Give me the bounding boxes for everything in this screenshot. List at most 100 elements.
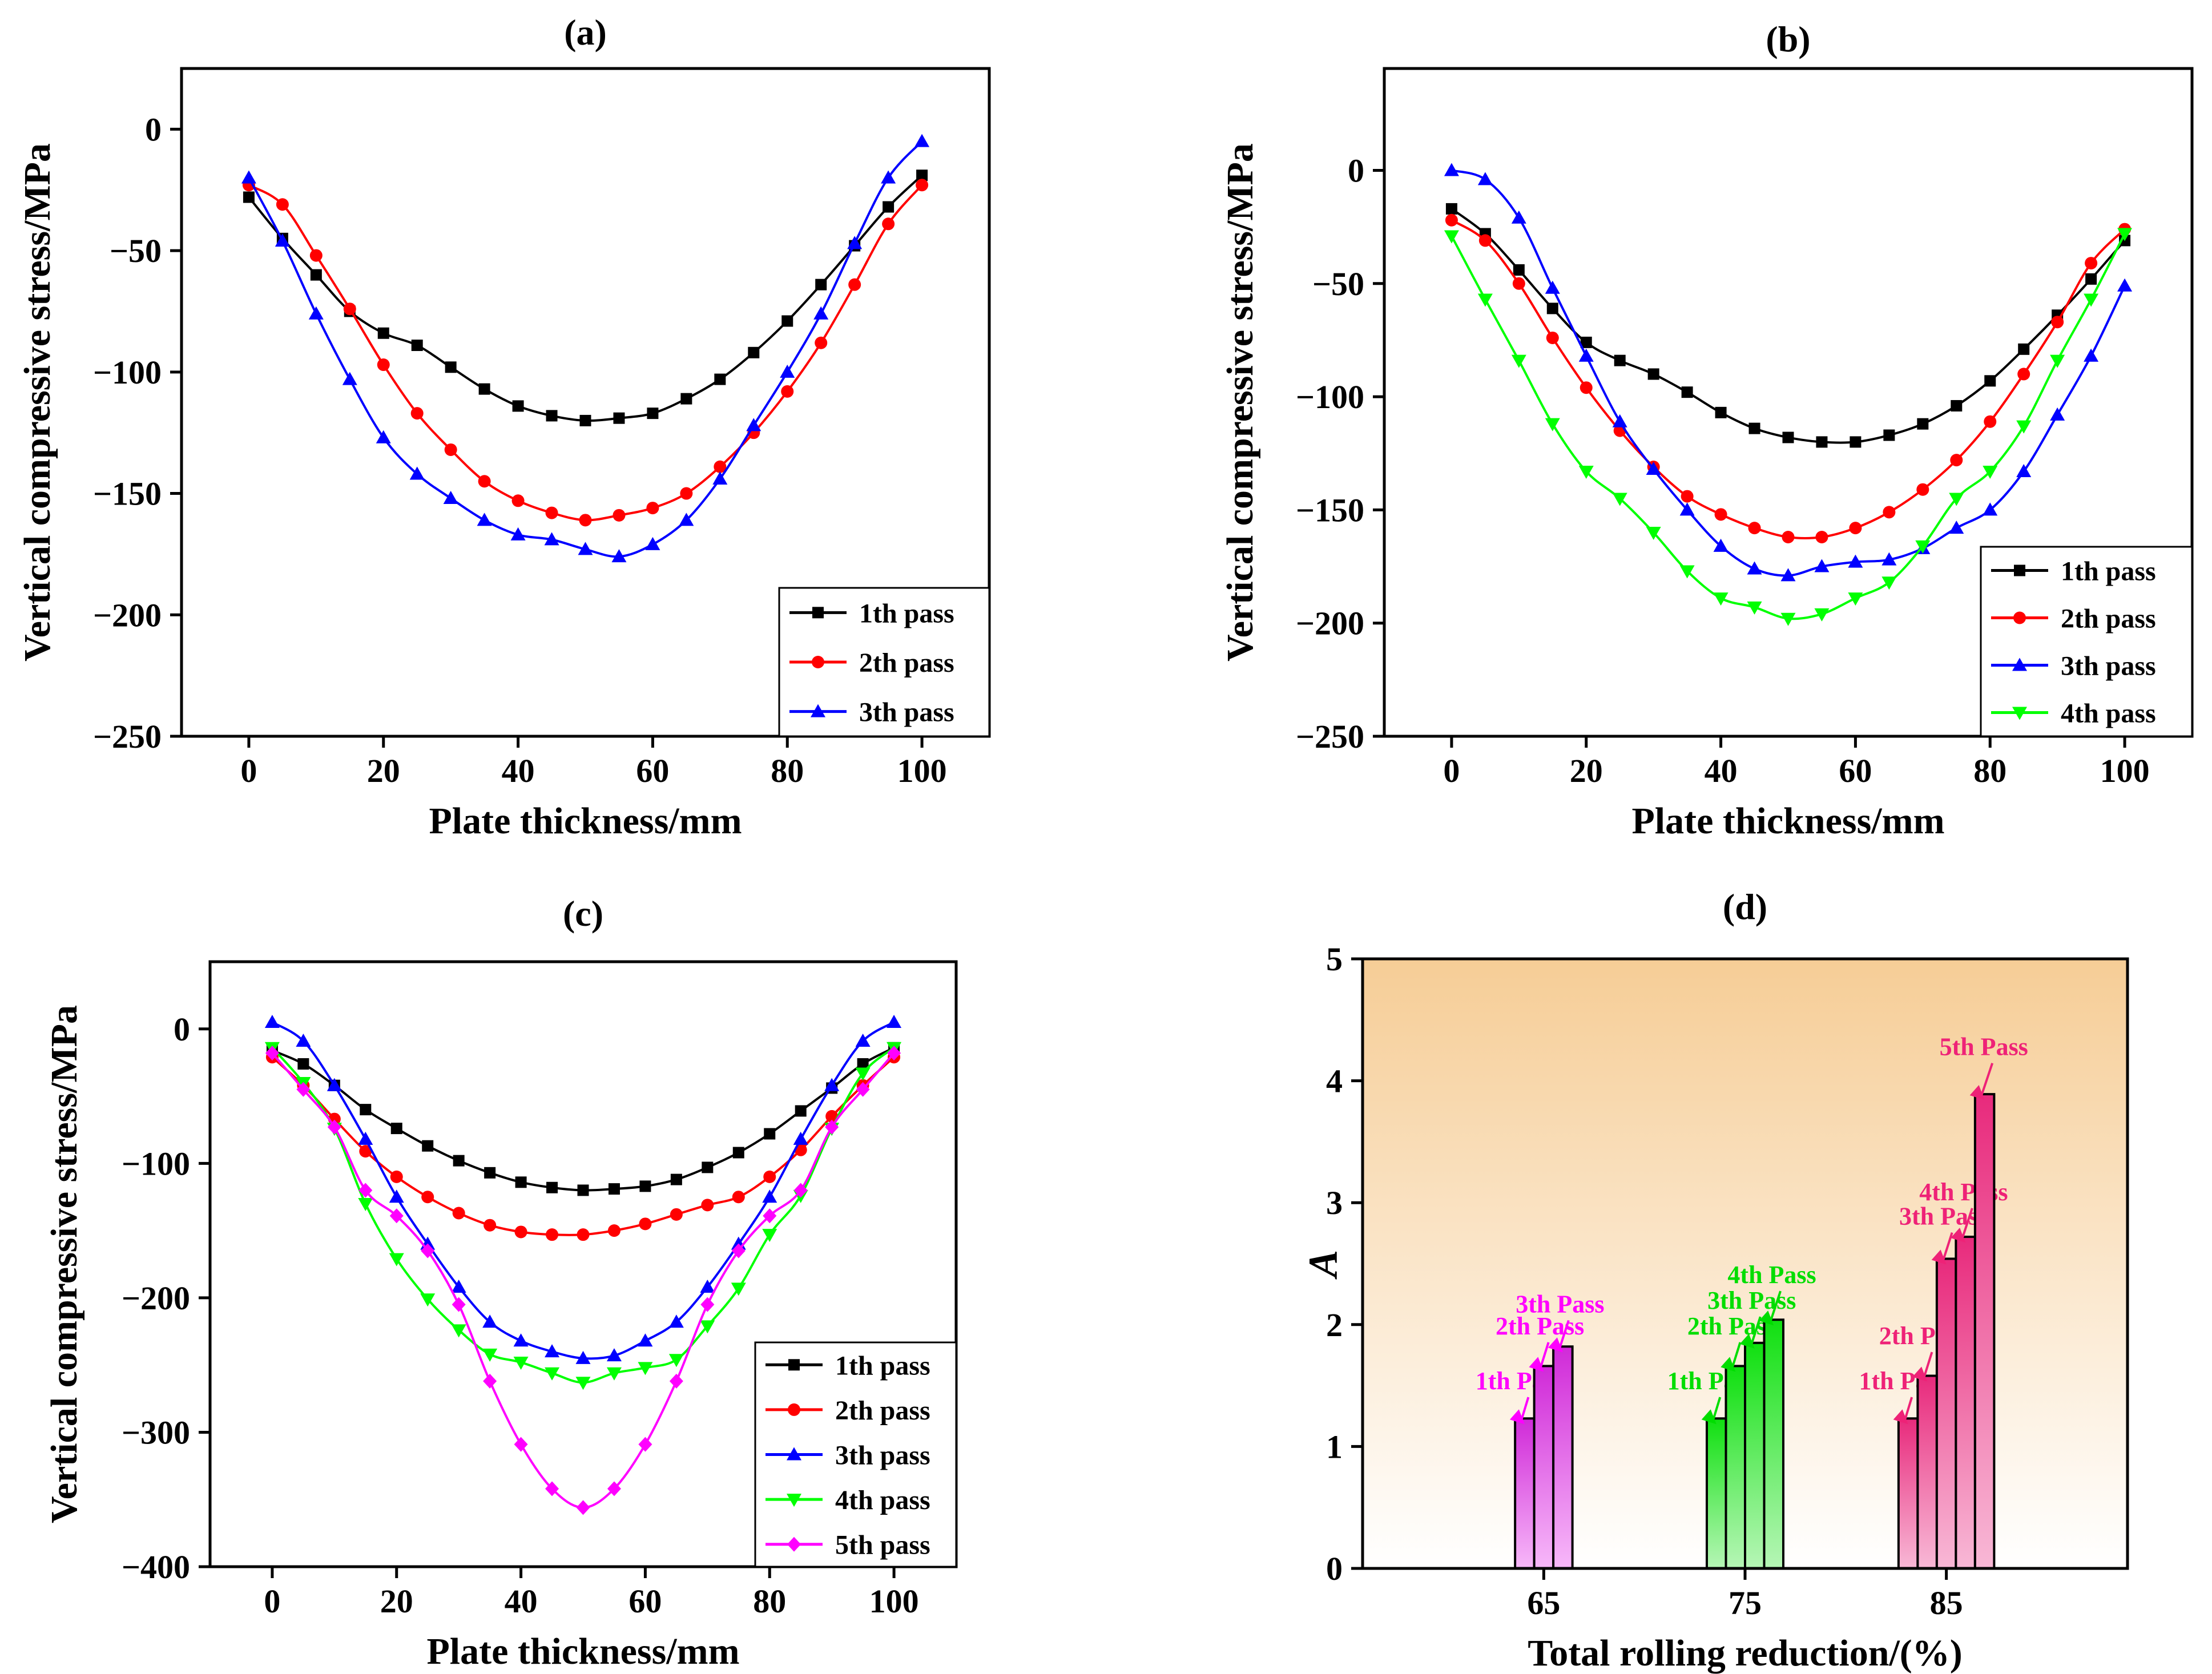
- legend-label: 2th pass: [2061, 604, 2156, 634]
- bar: [1935, 1257, 1957, 1570]
- data-point: [881, 170, 896, 184]
- data-point: [1883, 506, 1896, 519]
- x-tick-label: 75: [1728, 1584, 1762, 1621]
- data-point: [732, 1191, 745, 1204]
- data-point: [327, 1119, 341, 1135]
- data-point: [1713, 538, 1728, 552]
- x-axis-title: Plate thickness/mm: [1631, 800, 1944, 842]
- data-point: [639, 1217, 652, 1231]
- data-point: [2016, 420, 2032, 434]
- data-point: [296, 1033, 311, 1047]
- data-point: [856, 1082, 870, 1097]
- data-point: [1679, 502, 1695, 516]
- data-point: [1916, 483, 1929, 496]
- data-point: [545, 1344, 560, 1358]
- data-point: [1983, 502, 1998, 516]
- y-tick-label: −50: [110, 232, 162, 269]
- data-point: [409, 466, 425, 480]
- annotation-arrow: [1941, 1232, 1953, 1262]
- data-point: [342, 372, 357, 385]
- data-point: [606, 1348, 622, 1362]
- legend-label: 2th pass: [835, 1395, 930, 1426]
- data-point: [452, 1297, 466, 1312]
- data-point: [1850, 436, 1862, 448]
- series-1: [243, 170, 928, 426]
- data-point: [1578, 465, 1594, 479]
- legend-swatch-marker: [812, 656, 824, 668]
- data-point: [825, 1119, 839, 1135]
- data-point: [1478, 234, 1492, 247]
- legend-label: 4th pass: [2061, 699, 2156, 729]
- annotation-arrowhead: [1759, 1310, 1774, 1326]
- data-point: [482, 1348, 498, 1362]
- data-point: [546, 1181, 558, 1193]
- x-tick-label: 0: [1443, 752, 1460, 789]
- data-point: [647, 408, 659, 419]
- data-point: [1949, 493, 1964, 506]
- data-point: [1511, 210, 1526, 224]
- legend: 1th pass 2th pass 3th pass: [778, 587, 990, 737]
- data-point: [1848, 554, 1863, 568]
- data-point: [1782, 530, 1795, 543]
- data-point: [1815, 530, 1828, 543]
- data-point: [645, 537, 660, 550]
- legend-label: 4th pass: [835, 1485, 930, 1515]
- data-point: [793, 1131, 808, 1145]
- legend-swatch-marker: [787, 1536, 801, 1552]
- data-point: [1848, 592, 1863, 606]
- data-point: [916, 179, 929, 192]
- data-point: [613, 412, 625, 424]
- legend-swatch-marker: [2012, 707, 2027, 720]
- data-point: [445, 361, 457, 373]
- data-point: [483, 1373, 497, 1389]
- data-point: [389, 1189, 404, 1203]
- data-point: [2117, 228, 2133, 241]
- panel-c: (c) 0 20 40 60 80 100 0 −100 −200 −300 −400 Plate th…: [43, 893, 958, 1672]
- series-3: [241, 134, 930, 563]
- data-point: [1917, 418, 1929, 430]
- data-point: [2085, 273, 2097, 285]
- data-point: [1477, 172, 1493, 185]
- data-point: [343, 302, 356, 316]
- data-point: [2051, 316, 2064, 329]
- data-point: [444, 443, 457, 456]
- legend-label: 1th pass: [2061, 556, 2156, 587]
- series-line: [248, 184, 923, 522]
- data-point: [513, 1356, 529, 1370]
- data-point: [579, 414, 591, 426]
- y-tick-label: 1: [1326, 1428, 1343, 1465]
- data-point: [578, 542, 593, 555]
- data-point: [390, 1170, 403, 1183]
- data-point: [763, 1170, 776, 1183]
- data-point: [545, 506, 558, 519]
- data-point: [389, 1208, 404, 1224]
- legend-swatch-marker: [787, 1494, 801, 1507]
- legend-label: 3th pass: [2061, 651, 2156, 681]
- y-tick-label: −400: [122, 1548, 190, 1586]
- data-point: [1714, 508, 1727, 521]
- data-point: [360, 1104, 372, 1116]
- data-point: [1747, 561, 1762, 575]
- series-2: [242, 179, 929, 527]
- data-point: [1748, 522, 1761, 535]
- data-point: [544, 532, 559, 546]
- annotation-arrow: [1520, 1397, 1530, 1421]
- legend-swatch-marker: [2014, 564, 2025, 576]
- data-point: [848, 278, 861, 291]
- data-point: [2017, 368, 2030, 381]
- y-tick-label: −200: [122, 1280, 190, 1317]
- data-point: [297, 1058, 309, 1070]
- annotation-arrow: [1980, 1063, 1994, 1097]
- annotation-arrowhead: [1701, 1409, 1717, 1425]
- legend-label: 3th pass: [859, 697, 954, 728]
- annotation-arrowhead: [1548, 1337, 1563, 1353]
- legend: 1th pass 2th pass 3th pass 4th pass 5th pass: [754, 1341, 957, 1568]
- data-point: [1646, 527, 1661, 540]
- x-tick-label: 80: [1973, 752, 2006, 789]
- y-tick-label: −100: [93, 354, 162, 391]
- data-point: [638, 1437, 652, 1452]
- annotation-label: 2th Pass: [1496, 1312, 1584, 1340]
- data-point: [646, 502, 659, 515]
- data-point: [1679, 565, 1695, 579]
